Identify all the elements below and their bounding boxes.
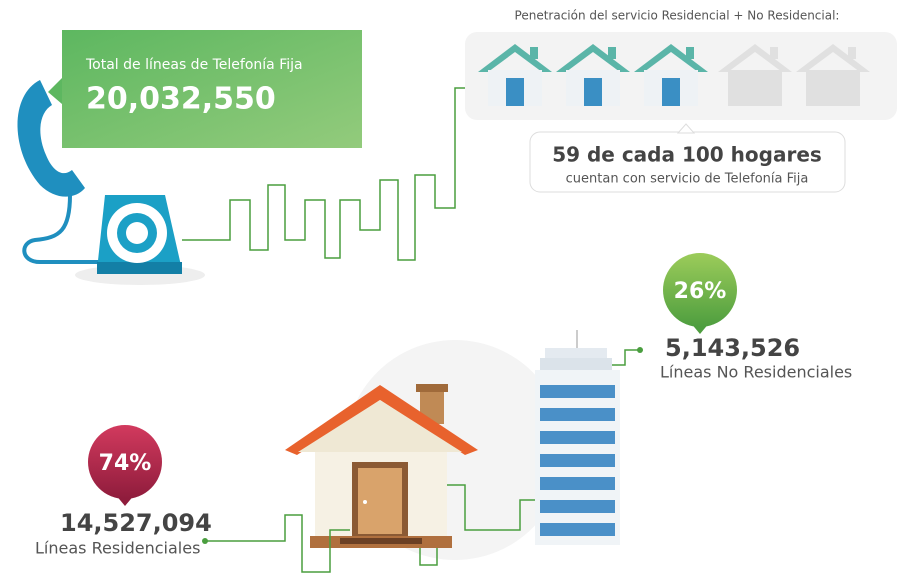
connector	[205, 514, 350, 573]
connector-dot	[637, 347, 643, 353]
total-value: 20,032,550	[86, 82, 276, 117]
wire	[182, 87, 470, 261]
non-residential-value: 5,143,526	[665, 334, 800, 362]
phone	[17, 80, 182, 274]
residential-label: Líneas Residenciales	[35, 539, 200, 558]
connector	[419, 548, 438, 566]
penetration-headline: 59 de cada 100 hogares	[552, 143, 822, 167]
penetration-title: Penetración del servicio Residencial + N…	[515, 9, 840, 23]
residential-percent: 74%	[99, 451, 152, 476]
non-residential-label: Líneas No Residenciales	[660, 363, 852, 382]
total-label: Total de líneas de Telefonía Fija	[85, 57, 303, 73]
non-residential-percent: 26%	[674, 279, 727, 304]
house	[285, 384, 478, 548]
connector	[612, 349, 640, 366]
connector	[447, 484, 535, 531]
building	[535, 330, 620, 545]
total-box	[62, 30, 362, 148]
penetration-caption: cuentan con servicio de Telefonía Fija	[566, 172, 809, 187]
houses	[478, 44, 870, 106]
bubble-pointer	[676, 123, 696, 134]
non-residential-badge	[663, 253, 737, 327]
box-pointer	[48, 78, 62, 104]
residential-badge	[88, 425, 162, 499]
residential-value: 14,527,094	[60, 509, 212, 537]
